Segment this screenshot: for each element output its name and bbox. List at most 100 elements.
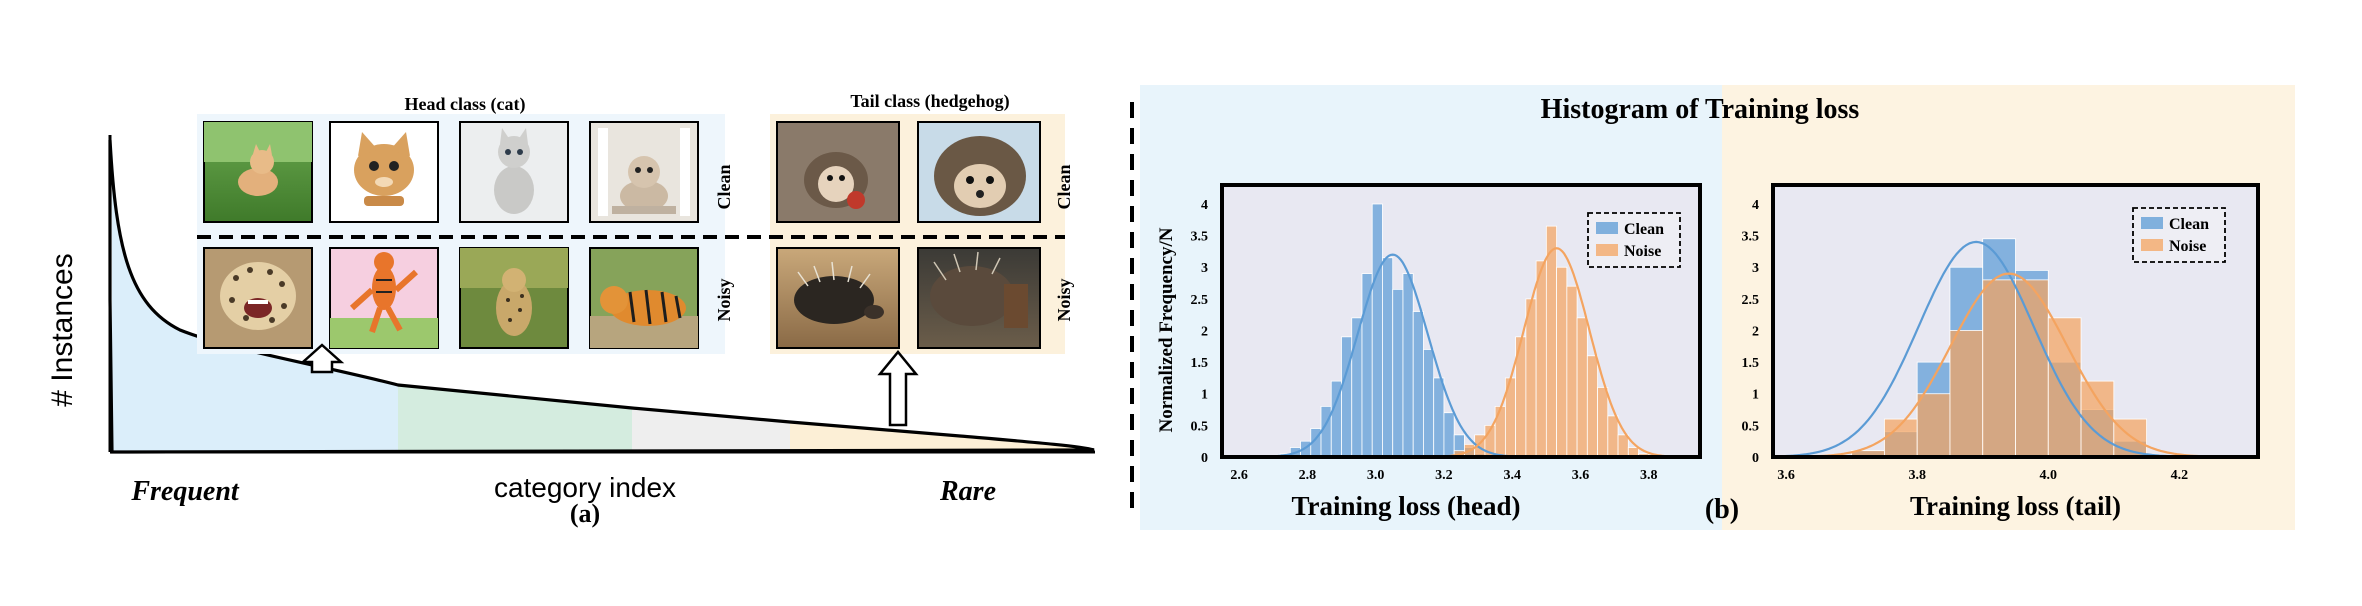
histogram-bar-noise bbox=[1586, 355, 1598, 458]
y-tick-label: 0 bbox=[1752, 451, 1759, 466]
histogram-bar-clean bbox=[1382, 257, 1394, 458]
image-tiger bbox=[589, 247, 699, 349]
x-axis-label: Training loss (head) bbox=[1291, 491, 1520, 521]
region-mid bbox=[398, 385, 632, 452]
y-tick-label: 1 bbox=[1201, 388, 1208, 403]
caption-a: (a) bbox=[570, 499, 600, 528]
x-tick-label: 3.2 bbox=[1435, 468, 1453, 483]
density-curve-noise bbox=[1810, 272, 2207, 458]
histogram-bar-noise bbox=[1535, 260, 1547, 458]
histogram-bar-clean bbox=[1402, 273, 1414, 458]
legend-label-noise: Noise bbox=[2169, 238, 2206, 255]
x-tick-label: 3.8 bbox=[1908, 468, 1926, 483]
histogram-bar-noise bbox=[1617, 434, 1629, 458]
y-tick-label: 2 bbox=[1201, 324, 1208, 339]
histogram-bar-noise bbox=[1982, 279, 2016, 458]
x-axis-label: category index bbox=[494, 472, 676, 503]
x-tick-label: 2.8 bbox=[1299, 468, 1317, 483]
panel-b: Histogram of Training loss Normalized Fr… bbox=[1140, 85, 2295, 530]
head-noisy-label: Noisy bbox=[714, 278, 734, 321]
histogram-bar-noise bbox=[1556, 266, 1568, 458]
y-tick-label: 3.5 bbox=[1191, 230, 1209, 245]
y-tick-label: 3.5 bbox=[1742, 230, 1760, 245]
y-tick-label: 3 bbox=[1201, 261, 1208, 276]
histogram-bar-noise bbox=[1525, 298, 1537, 458]
x-tick-label: 3.6 bbox=[1572, 468, 1590, 483]
panel-a: # Instances category index Frequent Rare… bbox=[46, 91, 1095, 528]
y-tick-label: 3 bbox=[1752, 261, 1759, 276]
legend-label-clean: Clean bbox=[1624, 221, 1664, 238]
histogram-bar-clean bbox=[1320, 405, 1332, 458]
x-tick-label: 2.6 bbox=[1230, 468, 1248, 483]
tail-pointer-arrow bbox=[877, 350, 919, 427]
histogram-bar-noise bbox=[1949, 330, 1984, 458]
frequent-label: Frequent bbox=[130, 476, 240, 507]
image-hedgehog-face bbox=[917, 121, 1041, 223]
histogram-bar-clean bbox=[1371, 203, 1383, 458]
tail-noisy-label: Noisy bbox=[1054, 278, 1074, 321]
region-frequent bbox=[112, 145, 398, 452]
histogram-bar-clean bbox=[1412, 311, 1424, 458]
x-axis-label: Training loss (tail) bbox=[1910, 491, 2121, 521]
tail-loss-histogram: 0 0.5 1 1.5 2 2.5 3 3.5 4 3.6 3.8 4.0 4.2 Training lo… bbox=[1742, 198, 2226, 521]
y-tick-label: 4 bbox=[1752, 198, 1759, 213]
y-tick-label: 2 bbox=[1752, 324, 1759, 339]
legend-swatch-noise bbox=[2141, 239, 2163, 251]
image-porcupine-2 bbox=[917, 247, 1041, 349]
histogram-bar-noise bbox=[1597, 387, 1609, 458]
legend-label-noise: Noise bbox=[1624, 243, 1661, 260]
x-tick-label: 3.6 bbox=[1777, 468, 1795, 483]
density-curve-noise bbox=[1444, 247, 1669, 458]
histogram-bar-noise bbox=[1566, 285, 1578, 458]
histogram-bar-noise bbox=[2015, 279, 2049, 458]
histogram-bar-noise bbox=[1494, 405, 1506, 458]
density-curve-clean bbox=[1780, 240, 2173, 458]
density-curve-clean bbox=[1273, 253, 1513, 458]
image-kitten-grass bbox=[203, 121, 313, 223]
histogram-bar-clean bbox=[1341, 336, 1353, 458]
y-tick-label: 1.5 bbox=[1191, 356, 1209, 371]
y-tick-label: 0.5 bbox=[1742, 419, 1760, 434]
head-clean-label: Clean bbox=[714, 165, 734, 210]
image-porcupine-1 bbox=[776, 247, 900, 349]
normalized-frequency-label: Normalized Frequency/N bbox=[1156, 227, 1177, 432]
legend-swatch-clean bbox=[1596, 222, 1618, 234]
histogram-bar-noise bbox=[1916, 393, 1951, 458]
histogram-bar-noise bbox=[2080, 380, 2115, 458]
y-tick-label: 2.5 bbox=[1742, 293, 1760, 308]
legend-swatch-clean bbox=[2141, 217, 2163, 229]
histogram-bar-clean bbox=[1433, 377, 1445, 458]
x-tick-label: 3.8 bbox=[1640, 468, 1658, 483]
tail-class-title: Tail class (hedgehog) bbox=[850, 91, 1009, 112]
image-snarling-leopard bbox=[203, 247, 313, 349]
long-tail-curve bbox=[108, 139, 1095, 454]
y-tick-label: 2.5 bbox=[1191, 293, 1209, 308]
histogram-bar-noise bbox=[1607, 415, 1619, 458]
x-tick-label: 4.0 bbox=[2040, 468, 2058, 483]
tail-plot-frame bbox=[1771, 183, 2260, 459]
caption-b: (b) bbox=[1705, 494, 1739, 525]
histogram-bar-clean bbox=[1392, 288, 1404, 458]
image-hedgehog-apple bbox=[776, 121, 900, 223]
x-tick-label: 3.0 bbox=[1367, 468, 1385, 483]
histogram-bar-noise bbox=[1576, 317, 1588, 458]
x-tick-label: 4.2 bbox=[2171, 468, 2189, 483]
y-axis-label: # Instances bbox=[46, 253, 79, 406]
image-cheetah-cub bbox=[459, 247, 569, 349]
image-kitten-window bbox=[589, 121, 699, 223]
tail-clean-label: Clean bbox=[1054, 165, 1074, 210]
y-tick-label: 0 bbox=[1201, 451, 1208, 466]
image-cartoon-cat bbox=[329, 121, 439, 223]
histogram-bar-clean bbox=[1443, 412, 1455, 458]
y-tick-label: 0.5 bbox=[1191, 419, 1209, 434]
legend-label-clean: Clean bbox=[2169, 216, 2209, 233]
y-tick-label: 1 bbox=[1752, 388, 1759, 403]
head-class-title: Head class (cat) bbox=[405, 94, 526, 115]
head-loss-histogram: 0 0.5 1 1.5 2 2.5 3 3.5 4 2.6 2.8 3.0 3.2 3.4 3.6 3.8 Tr… bbox=[1191, 198, 1681, 521]
y-tick-label: 4 bbox=[1201, 198, 1208, 213]
legend-swatch-noise bbox=[1596, 244, 1618, 256]
image-grey-kitten bbox=[459, 121, 569, 223]
y-tick-label: 1.5 bbox=[1742, 356, 1760, 371]
